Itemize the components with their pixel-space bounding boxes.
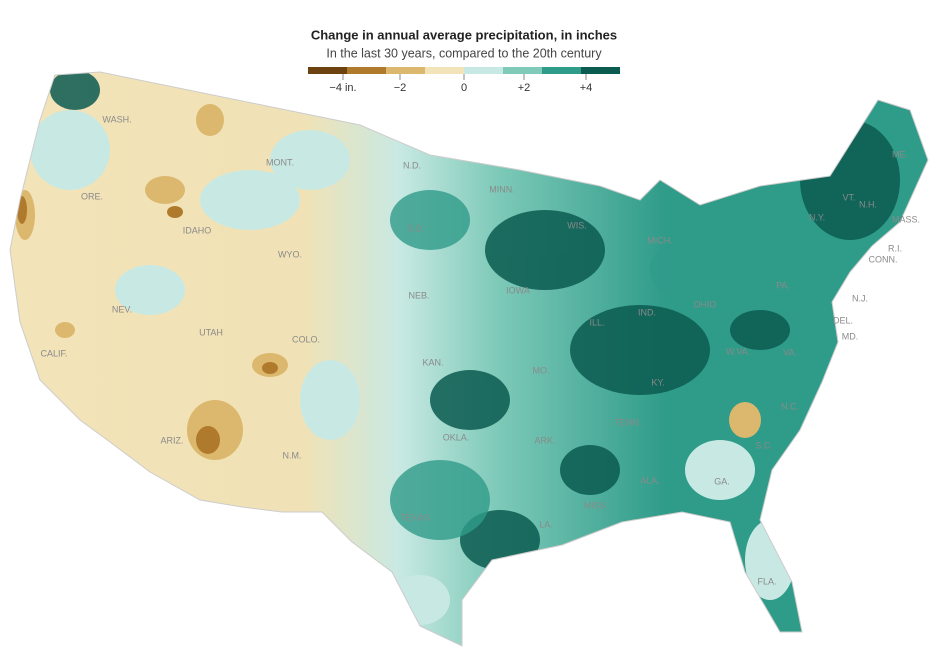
state-label: TEXAS [400,512,430,522]
state-label: N.D. [403,160,421,170]
state-label: IND. [638,307,656,317]
state-label: NEB. [408,290,429,300]
state-label: ARIZ. [160,435,183,445]
state-label: PA. [776,280,790,290]
legend-swatch [386,67,425,74]
state-label: MONT. [266,157,294,167]
state-label: CONN. [869,254,898,264]
legend-swatch [542,67,581,74]
state-label: N.H. [859,199,877,209]
legend-swatch [581,67,620,74]
very-dry-areas [17,196,278,454]
state-label: VT. [842,192,855,202]
state-labels: WASH. ORE. CALIF. NEV. IDAHO MONT. WYO. UTAH COL… [40,114,920,586]
state-label: VA. [783,347,797,357]
state-label: ARK. [534,435,555,445]
state-label: MD. [842,331,859,341]
state-label: W.VA. [726,346,750,356]
state-label: DEL. [833,315,853,325]
legend-label: −2 [394,82,407,94]
title: Change in annual average precipitation, … [311,27,617,42]
state-label: UTAH [199,327,223,337]
legend-label: +4 [580,82,593,94]
state-label: ME. [892,149,908,159]
state-label: WIS. [567,220,587,230]
legend-swatch [425,67,464,74]
state-label: FLA. [757,576,776,586]
state-label: GA. [714,476,730,486]
precip-surface [10,72,928,646]
legend-swatch [308,67,347,74]
legend-swatch [347,67,386,74]
state-label: IOWA [506,285,530,295]
state-label: LA. [539,519,553,529]
state-label: CALIF. [40,348,67,358]
state-label: OKLA. [443,432,470,442]
legend-swatch [503,67,542,74]
state-label: OHIO [693,299,716,309]
state-label: R.I. [888,243,902,253]
state-label: TENN. [615,417,642,427]
legend-label: 0 [461,82,467,94]
state-label: N.M. [283,450,302,460]
legend-label: +2 [518,82,531,94]
state-label: ORE. [81,191,103,201]
state-label: N.J. [852,293,868,303]
light-areas [30,110,795,625]
state-label: ILL. [589,317,604,327]
state-label: KY. [651,377,664,387]
state-label: MICH. [647,235,673,245]
state-label: NEV. [112,304,132,314]
state-label: N.C. [781,401,799,411]
legend: −4 in. −2 0 +2 +4 [308,67,620,94]
state-label: WASH. [102,114,131,124]
state-label: KAN. [422,357,443,367]
state-label: MASS. [892,214,920,224]
state-label: MO. [533,365,550,375]
state-label: MINN. [489,184,515,194]
state-label: S.D. [407,223,425,233]
state-label: COLO. [292,334,320,344]
state-label: ALA. [640,475,660,485]
legend-swatch [464,67,503,74]
state-label: S.C. [755,440,773,450]
moist-areas [390,190,830,540]
legend-label: −4 in. [329,82,356,94]
subtitle: In the last 30 years, compared to the 20… [326,46,602,60]
state-label: MISS. [584,500,609,510]
state-label: WYO. [278,249,302,259]
state-label: N.Y. [809,212,825,222]
state-label: IDAHO [183,225,212,235]
